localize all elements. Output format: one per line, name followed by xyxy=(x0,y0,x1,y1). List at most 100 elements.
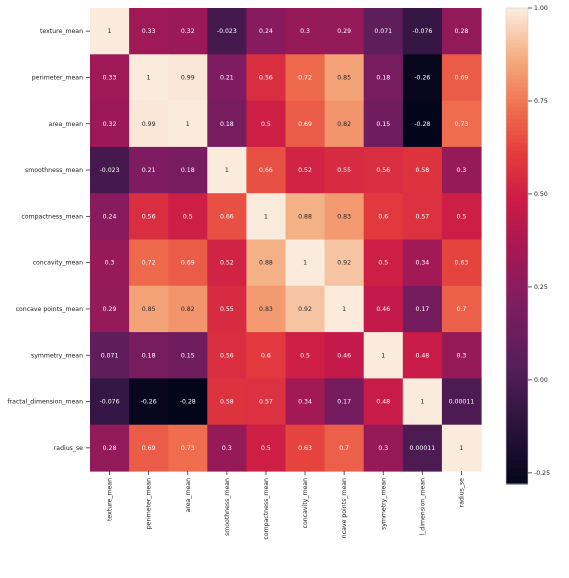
col-label: concavity_mean xyxy=(302,478,309,528)
colorbar-band xyxy=(506,166,528,172)
heatmap-cell-value: 1 xyxy=(381,352,385,359)
row-label: concavity_mean xyxy=(33,260,83,267)
heatmap-cell xyxy=(324,100,365,148)
heatmap-cell xyxy=(441,424,482,472)
heatmap-cell xyxy=(207,285,247,333)
colorbar-band xyxy=(506,115,528,120)
heatmap-cell-value: 0.071 xyxy=(374,28,392,35)
heatmap-cell xyxy=(363,424,404,472)
heatmap-cell xyxy=(129,332,169,379)
colorbar-band xyxy=(506,11,528,17)
heatmap-cell-value: 0.85 xyxy=(142,306,156,313)
heatmap-cell xyxy=(168,100,208,148)
heatmap-cell xyxy=(168,193,208,241)
colorbar-band xyxy=(506,55,528,61)
colorbar-band xyxy=(506,472,528,477)
heatmap-cell xyxy=(90,100,130,148)
heatmap-cell-value: 0.83 xyxy=(259,306,273,313)
colorbar-band xyxy=(506,214,528,219)
heatmap-cell-value: 0.21 xyxy=(142,167,156,174)
heatmap-cell-value: 0.6 xyxy=(261,352,271,359)
heatmap-cell xyxy=(207,100,247,148)
heatmap-cell xyxy=(207,378,247,426)
colorbar-band xyxy=(506,206,528,211)
colorbar-band xyxy=(506,146,528,152)
heatmap-cell xyxy=(402,332,443,379)
heatmap-cell xyxy=(324,239,365,287)
heatmap-cell xyxy=(246,332,287,379)
heatmap-cell-value: 0.88 xyxy=(298,213,312,220)
heatmap-cell xyxy=(402,146,443,194)
colorbar-frame xyxy=(505,7,529,485)
heatmap-cell-value: 0.7 xyxy=(339,445,349,452)
heatmap-cell-value: 0.00011 xyxy=(410,445,436,452)
heatmap-cell xyxy=(402,193,443,241)
colorbar-band xyxy=(506,480,528,485)
heatmap-cell xyxy=(402,424,443,472)
col-label: symmetry_mean xyxy=(380,478,387,530)
colorbar-band xyxy=(506,51,528,57)
colorbar-band xyxy=(506,372,528,378)
colorbar-band xyxy=(506,249,528,255)
colorbar-band xyxy=(506,218,528,223)
colorbar-tick-label: -0.25 xyxy=(534,470,550,477)
colorbar-band xyxy=(506,182,528,188)
col-label: texture_mean xyxy=(107,478,114,521)
heatmap-cell-value: 0.46 xyxy=(337,352,351,359)
col-label: perimeter_mean xyxy=(146,478,153,529)
heatmap-cell-value: 1 xyxy=(186,121,190,128)
heatmap-cell xyxy=(324,193,365,241)
colorbar-tick-label: 0.75 xyxy=(534,98,548,105)
heatmap-cell-value: 0.32 xyxy=(103,121,117,128)
heatmap-cell-value: 1 xyxy=(225,167,229,174)
colorbar-band xyxy=(506,47,528,53)
heatmap-cell-value: 0.66 xyxy=(259,167,273,174)
colorbar-band xyxy=(506,361,528,366)
heatmap-cell-value: 0.83 xyxy=(337,213,351,220)
heatmap-cell-value: 0.72 xyxy=(142,260,156,267)
colorbar-band xyxy=(506,337,528,342)
heatmap-cell xyxy=(324,146,365,194)
row-label: fractal_dimension_mean xyxy=(7,399,83,406)
colorbar-tick-label: 1.00 xyxy=(534,5,548,12)
colorbar-band xyxy=(506,416,528,422)
heatmap-cell xyxy=(363,378,404,426)
heatmap-col-labels: texture_mean perimeter_mean area_mean smoot… xyxy=(107,471,465,540)
colorbar-band xyxy=(506,234,528,239)
colorbar-band xyxy=(506,99,528,104)
colorbar-band xyxy=(506,174,528,180)
colorbar-band xyxy=(506,230,528,235)
colorbar-band xyxy=(506,285,528,291)
colorbar-band xyxy=(506,158,528,164)
colorbar-band xyxy=(506,424,528,430)
heatmap-cell xyxy=(363,239,404,287)
heatmap-cell xyxy=(441,239,482,287)
heatmap-cell-value: 0.3 xyxy=(222,445,232,452)
heatmap-cell-value: 0.071 xyxy=(101,352,119,359)
colorbar-band xyxy=(506,43,528,49)
colorbar-band xyxy=(506,71,528,77)
colorbar-band xyxy=(506,269,528,275)
colorbar-tick-label: 0.50 xyxy=(534,191,548,198)
heatmap-cell xyxy=(363,54,404,102)
colorbar-band xyxy=(506,456,528,461)
heatmap-cell-value: 0.3 xyxy=(457,167,467,174)
heatmap-cell-value: 0.15 xyxy=(181,352,195,359)
heatmap-cell-value: 0.24 xyxy=(259,28,273,35)
heatmap-cell-value: 0.63 xyxy=(298,445,312,452)
heatmap-cell-value: 0.5 xyxy=(261,121,271,128)
colorbar-band xyxy=(506,95,528,100)
heatmap-cell xyxy=(363,146,404,194)
colorbar-band xyxy=(506,420,528,426)
colorbar-band xyxy=(506,194,528,199)
heatmap-cell-value: 0.33 xyxy=(103,74,117,81)
colorbar-band xyxy=(506,365,528,370)
colorbar-band xyxy=(506,345,528,350)
heatmap-cell xyxy=(441,193,482,241)
heatmap-cell xyxy=(285,424,326,472)
colorbar-band xyxy=(506,412,528,418)
heatmap-cell-value: 0.24 xyxy=(103,213,117,220)
colorbar-band xyxy=(506,452,528,457)
heatmap-cell xyxy=(90,332,130,379)
heatmap-cell xyxy=(402,54,443,102)
